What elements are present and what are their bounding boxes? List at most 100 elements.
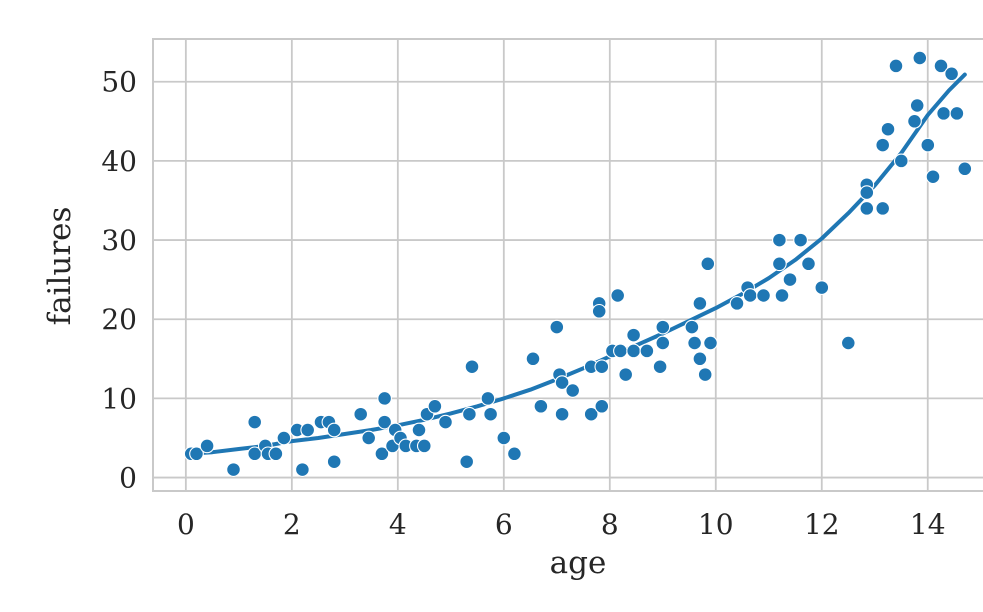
data-point [565, 383, 581, 398]
data-point [772, 256, 787, 272]
data-point [226, 462, 241, 477]
data-point [496, 430, 512, 446]
plot-border [152, 38, 983, 492]
data-point [639, 343, 655, 359]
data-point [533, 398, 549, 414]
data-point [377, 391, 392, 406]
data-point [652, 359, 668, 375]
data-point [591, 303, 607, 319]
data-point [583, 406, 599, 422]
data-point [416, 438, 432, 454]
x-tick-label: 8 [601, 508, 619, 541]
data-point [300, 422, 316, 438]
data-point [888, 58, 904, 74]
y-tick-labels: 0 10 20 30 40 50 [101, 66, 137, 495]
plot-canvas: 0 2 4 6 8 10 12 14 0 10 20 30 40 50 age failures [42, 38, 983, 581]
data-point [936, 106, 951, 121]
grid-lines [153, 39, 983, 491]
data-point [933, 58, 949, 74]
data-point [189, 446, 204, 462]
data-point [893, 153, 909, 169]
y-axis-label: failures [42, 207, 78, 326]
data-point [427, 398, 443, 414]
x-tick-label: 4 [389, 508, 407, 541]
data-point [801, 256, 816, 272]
data-point [377, 414, 392, 430]
data-point [613, 343, 628, 359]
y-tick-label: 10 [101, 382, 137, 415]
data-point [438, 414, 453, 430]
data-point [554, 406, 570, 422]
data-point [782, 272, 798, 287]
data-point [353, 406, 369, 422]
x-tick-label: 14 [910, 508, 946, 541]
data-point [626, 327, 641, 343]
data-point [507, 446, 522, 462]
x-tick-label: 2 [283, 508, 301, 541]
data-point [480, 391, 496, 406]
data-point [411, 422, 427, 438]
data-point [361, 430, 377, 446]
data-point [756, 288, 771, 303]
data-point [944, 66, 959, 82]
scatter-points [183, 50, 973, 477]
x-axis-label: age [550, 545, 607, 581]
data-point [326, 454, 342, 470]
data-point [525, 351, 541, 367]
y-tick-label: 0 [119, 462, 137, 495]
data-point [276, 430, 292, 446]
data-point [772, 232, 787, 248]
data-point [464, 359, 480, 375]
data-point [326, 422, 342, 438]
data-point [295, 462, 310, 477]
y-tick-label: 20 [101, 303, 137, 336]
data-point [880, 121, 896, 137]
data-point [703, 335, 718, 351]
data-point [875, 137, 891, 153]
data-point [697, 367, 713, 382]
data-point [459, 454, 475, 470]
x-tick-label: 0 [177, 508, 195, 541]
data-point [199, 438, 215, 454]
data-point [925, 169, 941, 185]
data-point [594, 398, 610, 414]
regression-line [186, 72, 967, 456]
y-tick-label: 50 [101, 66, 137, 99]
data-point [840, 335, 856, 351]
data-point [814, 280, 830, 295]
data-point [912, 50, 928, 66]
data-point [655, 319, 671, 335]
data-point [859, 201, 875, 216]
data-point [268, 446, 284, 462]
data-point [483, 406, 498, 422]
data-point [626, 343, 641, 359]
data-point [618, 367, 634, 382]
x-tick-label: 10 [698, 508, 734, 541]
data-point [742, 288, 758, 303]
data-point [875, 201, 891, 216]
data-point [793, 232, 808, 248]
data-point [655, 335, 671, 351]
data-point [774, 288, 790, 303]
data-point [907, 113, 922, 129]
data-point [920, 137, 936, 153]
data-point [729, 296, 745, 311]
data-point [549, 319, 565, 335]
data-point [247, 414, 263, 430]
data-point [957, 161, 973, 177]
data-point [692, 351, 708, 367]
x-tick-label: 12 [804, 508, 840, 541]
data-point [909, 98, 925, 113]
data-point [700, 256, 716, 272]
data-point [374, 446, 390, 462]
data-point [692, 296, 708, 311]
data-point [610, 288, 626, 303]
data-point [949, 106, 965, 121]
x-tick-labels: 0 2 4 6 8 10 12 14 [177, 508, 946, 541]
data-point [684, 319, 700, 335]
data-point [594, 359, 610, 375]
data-point [859, 185, 875, 200]
data-point [687, 335, 702, 351]
data-point [462, 406, 477, 422]
scatter-plot-figure: 0 2 4 6 8 10 12 14 0 10 20 30 40 50 age failures [40, 16, 983, 596]
